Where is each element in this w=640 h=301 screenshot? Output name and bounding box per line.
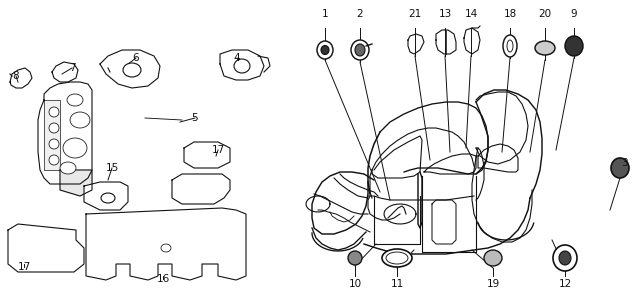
Polygon shape (408, 34, 424, 54)
Text: 7: 7 (68, 63, 76, 73)
Ellipse shape (67, 94, 83, 106)
Ellipse shape (70, 112, 90, 128)
Ellipse shape (101, 193, 115, 203)
Text: 16: 16 (156, 274, 170, 284)
Text: 11: 11 (390, 279, 404, 289)
Ellipse shape (63, 138, 87, 158)
Ellipse shape (348, 251, 362, 265)
Polygon shape (184, 142, 230, 168)
Polygon shape (86, 208, 246, 280)
Ellipse shape (559, 251, 571, 265)
Ellipse shape (317, 41, 333, 59)
Polygon shape (44, 100, 60, 170)
Polygon shape (10, 68, 32, 88)
Text: 6: 6 (132, 53, 140, 63)
Ellipse shape (161, 244, 171, 252)
Ellipse shape (234, 59, 250, 73)
Text: 10: 10 (348, 279, 362, 289)
Ellipse shape (49, 123, 59, 133)
Polygon shape (464, 28, 480, 54)
Polygon shape (38, 82, 92, 184)
Text: 5: 5 (192, 113, 198, 123)
Ellipse shape (503, 35, 517, 57)
Ellipse shape (49, 139, 59, 149)
Text: 12: 12 (558, 279, 572, 289)
Ellipse shape (49, 107, 59, 117)
Polygon shape (100, 50, 160, 88)
Ellipse shape (60, 162, 76, 174)
Ellipse shape (484, 250, 502, 266)
Ellipse shape (382, 249, 412, 267)
Ellipse shape (611, 158, 629, 178)
Ellipse shape (507, 40, 513, 52)
Polygon shape (52, 62, 78, 82)
Text: 19: 19 (486, 279, 500, 289)
Ellipse shape (553, 245, 577, 271)
Ellipse shape (123, 63, 141, 77)
Ellipse shape (565, 36, 583, 56)
Polygon shape (84, 182, 128, 210)
Text: 2: 2 (356, 9, 364, 19)
Ellipse shape (321, 45, 329, 54)
Text: 3: 3 (621, 158, 627, 168)
Ellipse shape (535, 41, 555, 55)
Polygon shape (220, 50, 264, 80)
Text: 13: 13 (438, 9, 452, 19)
Text: 9: 9 (571, 9, 577, 19)
Ellipse shape (49, 155, 59, 165)
Ellipse shape (351, 40, 369, 60)
Text: 4: 4 (234, 53, 240, 63)
Text: 17: 17 (17, 262, 31, 272)
Ellipse shape (386, 252, 408, 264)
Text: 14: 14 (465, 9, 477, 19)
Text: 17: 17 (211, 145, 225, 155)
Polygon shape (436, 30, 456, 54)
Polygon shape (8, 224, 84, 272)
Text: 8: 8 (13, 71, 19, 81)
Text: 1: 1 (322, 9, 328, 19)
Text: 21: 21 (408, 9, 422, 19)
Ellipse shape (355, 44, 365, 56)
Text: 18: 18 (504, 9, 516, 19)
Text: 20: 20 (538, 9, 552, 19)
Text: 15: 15 (106, 163, 118, 173)
Polygon shape (60, 170, 92, 196)
Polygon shape (172, 174, 230, 204)
